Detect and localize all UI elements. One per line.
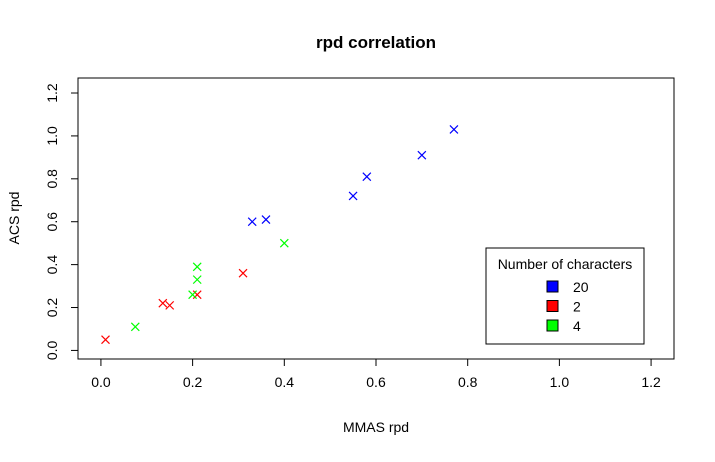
y-tick-label: 0.0 <box>44 340 60 360</box>
legend-swatch-2 <box>546 300 559 312</box>
data-point-series-2 <box>165 300 175 310</box>
legend-swatch-4 <box>546 319 559 332</box>
y-tick-label: 1.0 <box>44 126 60 146</box>
legend-box <box>485 247 645 345</box>
y-tick-label: 0.8 <box>44 169 60 189</box>
data-point-series-20 <box>348 191 358 201</box>
y-tick-label: 1.2 <box>44 83 60 103</box>
data-point-series-20 <box>362 172 372 182</box>
y-tick-label: 0.2 <box>44 298 60 318</box>
x-tick-label: 0.2 <box>183 374 203 390</box>
data-point-series-20 <box>417 150 427 160</box>
legend-title: Number of characters <box>498 256 633 272</box>
data-point-series-2 <box>192 290 202 300</box>
x-tick-label: 0.6 <box>366 374 386 390</box>
x-axis: 0.0 0.2 0.4 0.6 0.8 1.0 1.2 <box>91 359 661 390</box>
data-point-series-2 <box>238 268 248 278</box>
y-axis-label: ACS rpd <box>6 192 22 245</box>
chart-title: rpd correlation <box>316 33 436 52</box>
y-tick-label: 0.4 <box>44 255 60 275</box>
legend-label-20: 20 <box>573 279 589 295</box>
legend-swatch-20 <box>546 280 559 293</box>
data-points <box>101 125 459 345</box>
y-axis: 0.0 0.2 0.4 0.6 0.8 1.0 1.2 <box>44 83 78 360</box>
x-tick-label: 0.8 <box>458 374 478 390</box>
x-tick-label: 0.0 <box>91 374 111 390</box>
y-tick-label: 0.6 <box>44 212 60 232</box>
data-point-series-20 <box>261 215 271 224</box>
data-point-series-4 <box>192 275 202 285</box>
data-point-series-20 <box>247 217 257 227</box>
data-point-series-4 <box>279 238 289 248</box>
data-point-series-4 <box>188 290 198 300</box>
x-tick-label: 0.4 <box>275 374 295 390</box>
x-tick-label: 1.2 <box>641 374 661 390</box>
legend-label-4: 4 <box>573 318 581 334</box>
data-point-series-4 <box>192 262 202 272</box>
data-point-series-20 <box>449 125 459 134</box>
data-point-series-2 <box>158 298 168 308</box>
legend-label-2: 2 <box>573 299 581 315</box>
data-point-series-4 <box>130 322 140 332</box>
data-point-series-2 <box>101 335 110 345</box>
x-axis-label: MMAS rpd <box>343 419 409 435</box>
x-tick-label: 1.0 <box>550 374 570 390</box>
